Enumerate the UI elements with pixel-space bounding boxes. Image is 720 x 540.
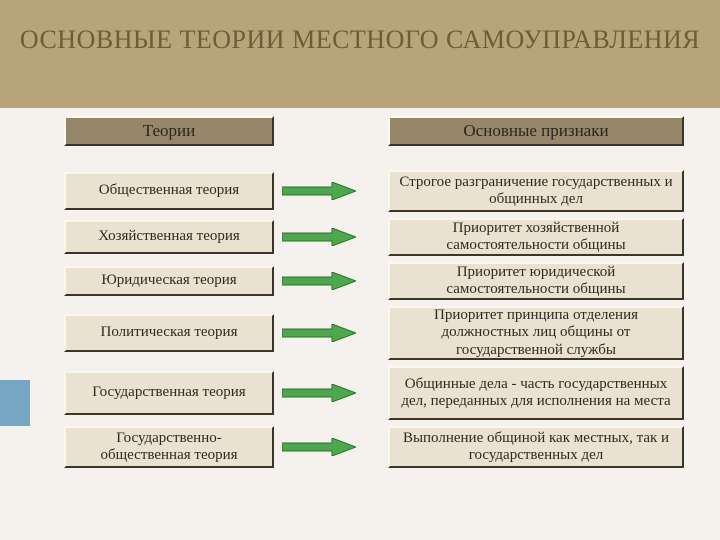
mapping-row: Государственно-общественная теория Выпол… [64, 426, 684, 468]
feature-box: Приоритет хозяйственной самостоятельност… [388, 218, 684, 256]
arrow-icon [282, 438, 356, 456]
arrow-wrap [274, 272, 364, 290]
theory-box: Государственная теория [64, 371, 274, 415]
arrow-wrap [274, 324, 364, 342]
arrow-icon [282, 324, 356, 342]
page-title: ОСНОВНЫЕ ТЕОРИИ МЕСТНОГО САМОУПРАВЛЕНИЯ [0, 24, 720, 57]
mapping-row: Хозяйственная теория Приоритет хозяйстве… [64, 218, 684, 256]
arrow-wrap [274, 384, 364, 402]
theory-box: Государственно-общественная теория [64, 426, 274, 468]
theory-box: Юридическая теория [64, 266, 274, 296]
arrow-wrap [274, 228, 364, 246]
arrow-icon [282, 384, 356, 402]
arrow-icon [282, 272, 356, 290]
header-features: Основные признаки [388, 116, 684, 146]
theory-box: Общественная теория [64, 172, 274, 210]
mapping-row: Общественная теория Строгое разграничени… [64, 170, 684, 212]
feature-box: Приоритет принципа отделения должностных… [388, 306, 684, 360]
left-accent-stripe [0, 380, 30, 426]
theory-box: Политическая теория [64, 314, 274, 352]
feature-box: Приоритет юридической самостоятельности … [388, 262, 684, 300]
arrow-wrap [274, 438, 364, 456]
feature-box: Строгое разграничение государственных и … [388, 170, 684, 212]
theory-box: Хозяйственная теория [64, 220, 274, 254]
mapping-row: Государственная теория Общинные дела - ч… [64, 366, 684, 420]
arrow-wrap [274, 182, 364, 200]
arrow-icon [282, 228, 356, 246]
header-row: Теории Основные признаки [64, 116, 684, 146]
header-theories: Теории [64, 116, 274, 146]
mapping-row: Политическая теория Приоритет принципа о… [64, 306, 684, 360]
diagram-content: Теории Основные признаки Общественная те… [64, 116, 684, 540]
arrow-icon [282, 182, 356, 200]
rows-container: Общественная теория Строгое разграничени… [64, 170, 684, 468]
mapping-row: Юридическая теория Приоритет юридической… [64, 262, 684, 300]
feature-box: Выполнение общиной как местных, так и го… [388, 426, 684, 468]
feature-box: Общинные дела - часть государственных де… [388, 366, 684, 420]
